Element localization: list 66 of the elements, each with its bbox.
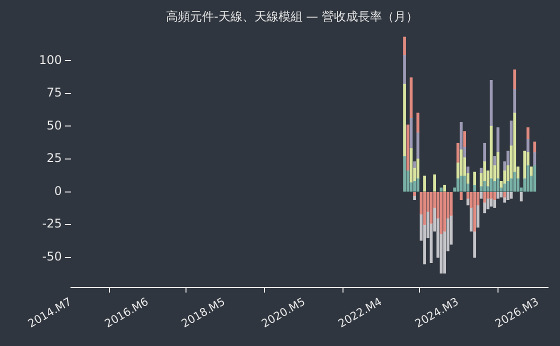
bar [416,178,420,192]
y-tick-label: -50 [42,250,62,264]
bar [423,192,426,225]
bar [513,172,516,192]
bar [496,152,500,180]
bar [523,150,526,180]
bar [493,192,496,200]
bar [476,204,480,228]
bar [483,142,486,162]
bar [413,195,416,200]
bar [463,131,466,148]
bar [483,202,486,214]
bar [493,180,496,192]
bar [456,178,460,192]
bar [433,174,436,192]
bar [533,152,536,166]
bar [473,184,476,192]
y-tick-label: 25 [46,151,62,166]
bar [473,192,476,232]
bar [416,158,420,180]
y-tick-label: -25 [42,216,62,231]
y-tick-label: 75 [46,86,62,100]
bar [526,139,530,153]
bar [423,176,426,192]
bar [463,176,466,192]
bar [496,127,500,153]
bar [403,156,406,192]
bar [526,165,530,192]
bar [466,166,470,174]
bar [503,184,506,192]
bar [413,161,416,169]
bar [493,199,496,208]
bar [443,192,446,232]
y-tick-label: 0 [54,184,62,198]
bar [403,36,406,56]
bar [413,192,416,196]
bar [483,161,486,182]
bar [496,178,500,192]
bar [513,89,516,114]
bar [533,165,536,192]
bar [416,112,420,134]
bar [483,192,486,203]
bar [526,127,530,140]
bar [496,192,500,199]
bar [403,84,406,157]
bar [506,180,510,192]
y-tick-label: 50 [46,118,62,132]
bar [456,142,460,164]
bar [416,132,420,160]
bar [503,192,506,198]
bar [466,198,470,206]
y-tick-label: 100 [39,52,62,67]
bar [443,184,446,192]
bar [406,124,410,172]
bar [473,172,476,186]
bar [533,142,536,153]
bar [403,55,406,85]
bar [486,192,490,199]
bar [493,156,496,166]
bar [506,192,510,200]
bar [473,230,476,258]
chart-title: 高頻元件-天線、天線模組 — 營收成長率（月） [166,9,418,24]
bar [513,69,516,90]
bar [483,180,486,192]
bar [413,180,416,192]
bar [486,198,490,210]
